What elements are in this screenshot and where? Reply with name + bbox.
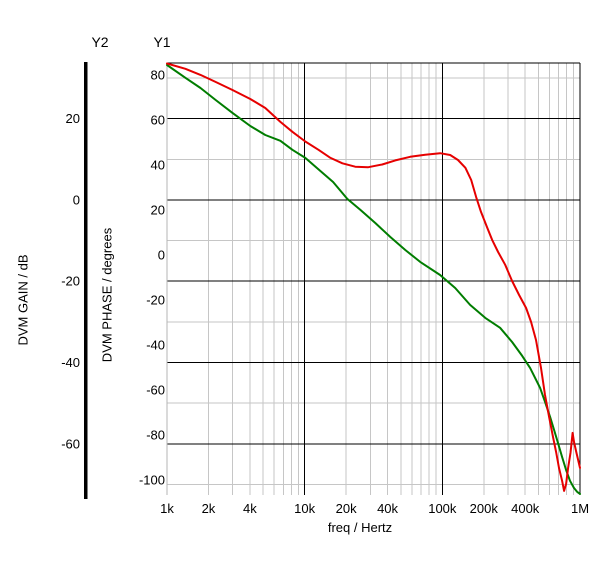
y2-tick-label: -60 [61, 436, 80, 451]
x-tick-label: 20k [336, 501, 357, 516]
x-tick-label: 1M [571, 501, 589, 516]
y2-tick-label: 0 [73, 192, 80, 207]
y1-tick-label: 80 [151, 67, 165, 82]
y2-tick-label: -40 [61, 355, 80, 370]
freq-axis-title: freq / Hertz [327, 520, 393, 535]
x-tick-label: 100k [428, 501, 457, 516]
y1-tick-label: -60 [146, 382, 165, 397]
y2-tick-label: 20 [66, 111, 80, 126]
x-tick-label: 1k [160, 501, 174, 516]
red-curve [166, 62, 581, 492]
x-tick-label: 10k [294, 501, 315, 516]
y1-tick-label: 20 [151, 202, 165, 217]
y1-tick-label: -100 [139, 472, 165, 487]
y1-tick-label: 40 [151, 157, 165, 172]
x-tick-label: 200k [470, 501, 499, 516]
y1-tick-label: 60 [151, 112, 165, 127]
y1-tick-label: 0 [158, 247, 165, 262]
y1-tick-label: -40 [146, 337, 165, 352]
x-tick-label: 4k [243, 501, 257, 516]
y1-axis-name: Y1 [153, 34, 171, 50]
y1-tick-label: -20 [146, 292, 165, 307]
y2-axis-name: Y2 [91, 34, 109, 50]
y2-tick-label: -20 [61, 274, 80, 289]
x-tick-label: 2k [202, 501, 216, 516]
green-curve [166, 64, 581, 495]
x-tick-label: 40k [377, 501, 398, 516]
y1-tick-label: -80 [146, 427, 165, 442]
y2-axis-bar [84, 62, 88, 499]
x-tick-label: 400k [511, 501, 540, 516]
